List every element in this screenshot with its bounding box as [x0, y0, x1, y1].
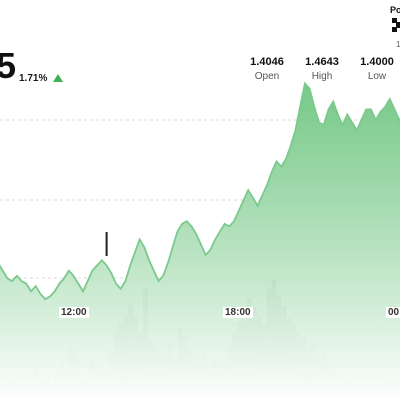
spike-candle	[105, 232, 108, 256]
brand-subtext: 1	[396, 40, 400, 49]
stat-open-label: Open	[254, 71, 280, 82]
price-spike-candle	[105, 232, 108, 256]
stat-open: 1.4046 Open	[248, 56, 286, 82]
triangle-up-icon	[53, 74, 63, 82]
stat-low-label: Low	[367, 71, 387, 82]
stat-low-value: 1.4000	[360, 56, 394, 68]
stat-open-value: 1.4046	[250, 56, 284, 68]
stat-high: 1.4643 High	[303, 56, 341, 82]
price-change-percent: 1.71%	[19, 73, 48, 84]
price-area	[0, 83, 400, 400]
x-tick-label-0000: 00:	[386, 307, 400, 318]
stat-low: 1.4000 Low	[358, 56, 396, 82]
current-price-value: 5	[0, 45, 17, 86]
grid-logo-icon	[392, 18, 400, 32]
x-tick-label-1200: 12:00	[59, 307, 89, 318]
x-tick-label-1800: 18:00	[223, 307, 253, 318]
brand-name[interactable]: Po	[390, 5, 400, 15]
price-line	[0, 81, 400, 301]
stat-high-value: 1.4643	[305, 56, 339, 68]
stat-high-label: High	[311, 71, 333, 82]
